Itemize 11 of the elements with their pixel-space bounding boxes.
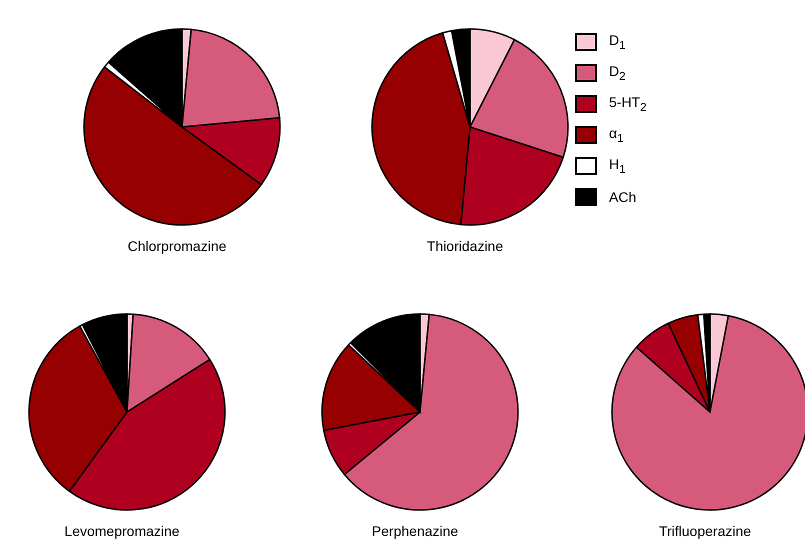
text: Levomepromazine	[63, 523, 181, 539]
legend-label: 5-HT$_{2}$	[609, 94, 647, 114]
text: Thioridazine	[426, 238, 504, 254]
text: Chlorpromazine	[126, 238, 228, 254]
legend-label: ACh	[609, 188, 636, 204]
legend-label: D$_{2}$	[609, 62, 626, 82]
legend-label: α$_{1}$	[609, 124, 624, 144]
legend-label: D$_{1}$	[609, 32, 626, 52]
text: Perphenazine	[370, 523, 460, 539]
text: Trifluoperazine	[658, 523, 752, 539]
legend-label: H$_{1}$	[609, 156, 626, 176]
